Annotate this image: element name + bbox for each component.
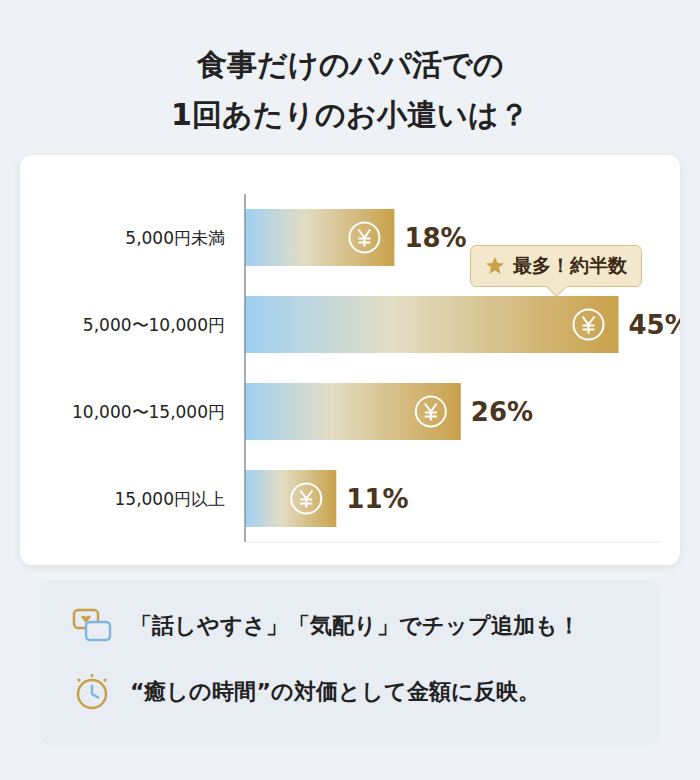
svg-text:45%: 45%: [629, 310, 681, 340]
html-text:1回あたりのお小遣いは？: 1回あたりのお小遣いは？: [171, 97, 529, 132]
html-text:最多！約半数: 最多！約半数: [513, 254, 627, 276]
svg-text:5,000円未満: 5,000円未満: [125, 228, 225, 248]
html-text:「話しやすさ」「気配り」でチップ追加も！: 「話しやすさ」「気配り」でチップ追加も！: [130, 613, 580, 638]
svg-text:26%: 26%: [471, 397, 533, 427]
html-text:食事だけのパパ活での: 食事だけのパパ活での: [196, 47, 504, 82]
svg-text:10,000〜15,000円: 10,000〜15,000円: [72, 402, 225, 422]
html-text:“癒しの時間”の対価として金額に反映。: “癒しの時間”の対価として金額に反映。: [130, 679, 540, 704]
svg-text:11%: 11%: [346, 484, 408, 514]
svg-text:5,000〜10,000円: 5,000〜10,000円: [83, 315, 225, 335]
svg-text:18%: 18%: [404, 223, 466, 253]
svg-text:15,000円以上: 15,000円以上: [115, 489, 225, 509]
